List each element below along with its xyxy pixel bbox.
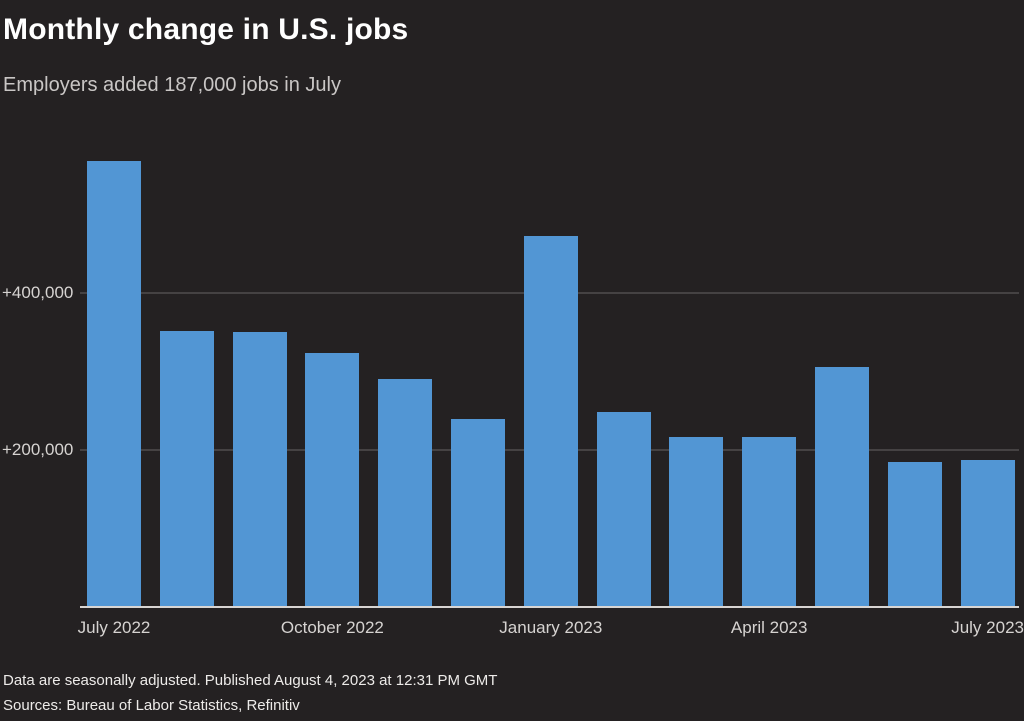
bar-january-2023: [523, 236, 578, 607]
bar-december-2022: [451, 419, 505, 607]
bar-july-2022: [87, 161, 141, 607]
y-tick-label-400000: +400,000: [2, 282, 74, 302]
bar-october-2022: [305, 352, 360, 607]
x-axis-line: [80, 606, 1019, 608]
bar-march-2023: [669, 436, 724, 607]
chart-subtitle: Employers added 187,000 jobs in July: [3, 74, 341, 96]
bar-september-2022: [232, 332, 287, 607]
x-tick-label-january-2023: January 2023: [499, 618, 603, 637]
bar-july-2023: [960, 460, 1015, 607]
y-tick-label-200000: +200,000: [2, 439, 74, 459]
x-tick-label-april-2023: April 2023: [730, 618, 808, 637]
bar-may-2023: [815, 366, 869, 607]
footer-note: Data are seasonally adjusted. Published …: [3, 672, 498, 689]
x-tick-label-july-2023: July 2023: [951, 618, 1024, 637]
footer-sources: Sources: Bureau of Labor Statistics, Ref…: [3, 697, 300, 714]
bar-june-2023: [887, 461, 942, 607]
x-tick-label-july-2022: July 2022: [77, 618, 151, 637]
x-tick-label-october-2022: October 2022: [280, 618, 384, 637]
bar-february-2023: [596, 412, 651, 607]
bar-november-2022: [378, 379, 433, 607]
bar-august-2022: [159, 330, 214, 607]
chart-title: Monthly change in U.S. jobs: [3, 13, 409, 46]
plot-area: [80, 150, 1019, 607]
bar-april-2023: [742, 436, 797, 607]
